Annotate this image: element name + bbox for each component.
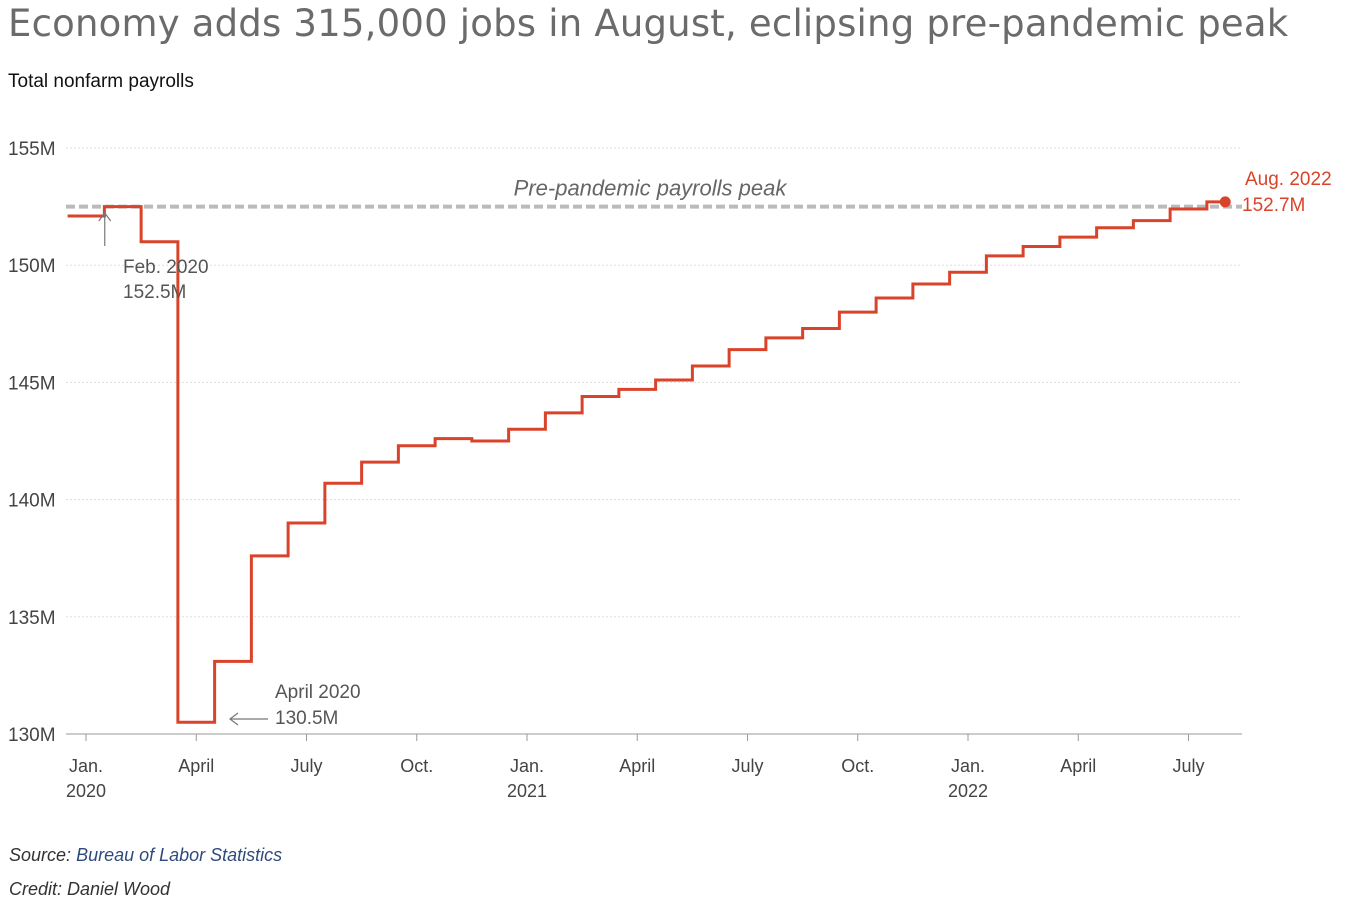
april-2020-label: April 2020 — [275, 682, 361, 703]
x-tick-label: July — [1172, 756, 1204, 776]
series-layer — [67, 196, 1231, 724]
y-tick-label: 155M — [8, 139, 56, 160]
annotation-layer: Feb. 2020 152.5M April 2020 130.5M Aug. 2022… — [98, 169, 1332, 729]
x-tick-label: Jan. — [951, 756, 985, 776]
source-note: Source: Bureau of Labor Statistics — [9, 845, 282, 866]
x-tick-label: April — [178, 756, 214, 776]
feb-2020-value: 152.5M — [123, 282, 186, 303]
y-tick-label: 145M — [8, 373, 56, 394]
x-tick-label: Jan. — [69, 756, 103, 776]
chart-subtitle: Total nonfarm payrolls — [8, 71, 194, 92]
axis-layer: 130M 135M 140M 145M 150M 155M Jan. 2020 April Jul… — [8, 139, 1242, 801]
x-tick-label: July — [290, 756, 322, 776]
chart-title: Economy adds 315,000 jobs in August, ecl… — [8, 2, 1289, 45]
x-tick-label: Oct. — [400, 756, 433, 776]
source-link[interactable]: Bureau of Labor Statistics — [76, 845, 283, 865]
x-tick-label: Jan. — [510, 756, 544, 776]
april-2020-arrowhead — [229, 712, 239, 726]
aug-2022-value: 152.7M — [1242, 195, 1305, 216]
source-prefix: Source: — [9, 845, 72, 865]
feb-2020-label: Feb. 2020 — [123, 257, 209, 278]
aug-2022-label: Aug. 2022 — [1245, 169, 1332, 190]
reference-layer: Pre-pandemic payrolls peak — [66, 176, 1242, 209]
x-tick-year-label: 2021 — [507, 781, 547, 801]
payrolls-chart: Pre-pandemic payrolls peak Feb. 2020 152.… — [8, 139, 1332, 801]
payrolls-step-line — [67, 200, 1226, 724]
y-tick-label: 150M — [8, 256, 56, 277]
x-tick-year-label: 2022 — [948, 781, 988, 801]
feb-2020-arrowhead — [98, 212, 112, 222]
x-tick-label: Oct. — [841, 756, 874, 776]
x-tick-label: July — [731, 756, 763, 776]
x-tick-label: April — [619, 756, 655, 776]
y-tick-label: 135M — [8, 608, 56, 629]
reference-line-label: Pre-pandemic payrolls peak — [514, 176, 788, 201]
y-tick-label: 130M — [8, 725, 56, 746]
april-2020-value: 130.5M — [275, 708, 338, 729]
latest-value-dot — [1219, 196, 1231, 208]
credit-note: Credit: Daniel Wood — [9, 879, 171, 899]
y-tick-label: 140M — [8, 491, 56, 512]
x-tick-label: April — [1060, 756, 1096, 776]
x-tick-year-label: 2020 — [66, 781, 106, 801]
